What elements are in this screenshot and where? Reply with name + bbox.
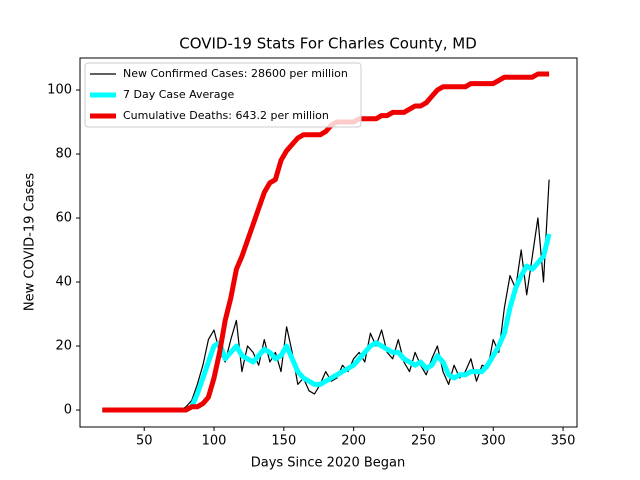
x-axis-label: Days Since 2020 Began [251,456,406,471]
legend-label: 7 Day Case Average [123,88,235,101]
y-tick-label: 20 [55,339,72,354]
x-tick-label: 200 [341,434,366,449]
x-tick-label: 100 [202,434,227,449]
legend-label: New Confirmed Cases: 28600 per million [123,67,348,80]
x-tick-label: 350 [551,434,576,449]
y-tick-label: 80 [55,147,72,162]
plot-frame [79,57,578,428]
chart-title: COVID-19 Stats For Charles County, MD [179,35,477,53]
legend-label: Cumulative Deaths: 643.2 per million [123,109,329,122]
x-tick-label: 150 [271,434,296,449]
x-tick-label: 50 [136,434,153,449]
y-tick-label: 40 [55,275,72,290]
y-tick-label: 60 [55,211,72,226]
y-tick-label: 0 [64,403,72,418]
y-tick-label: 100 [47,83,72,98]
y-axis-label: New COVID-19 Cases [23,173,38,311]
legend-box [84,62,362,128]
x-tick-label: 300 [481,434,506,449]
x-tick-label: 250 [411,434,436,449]
series-line [102,71,550,413]
